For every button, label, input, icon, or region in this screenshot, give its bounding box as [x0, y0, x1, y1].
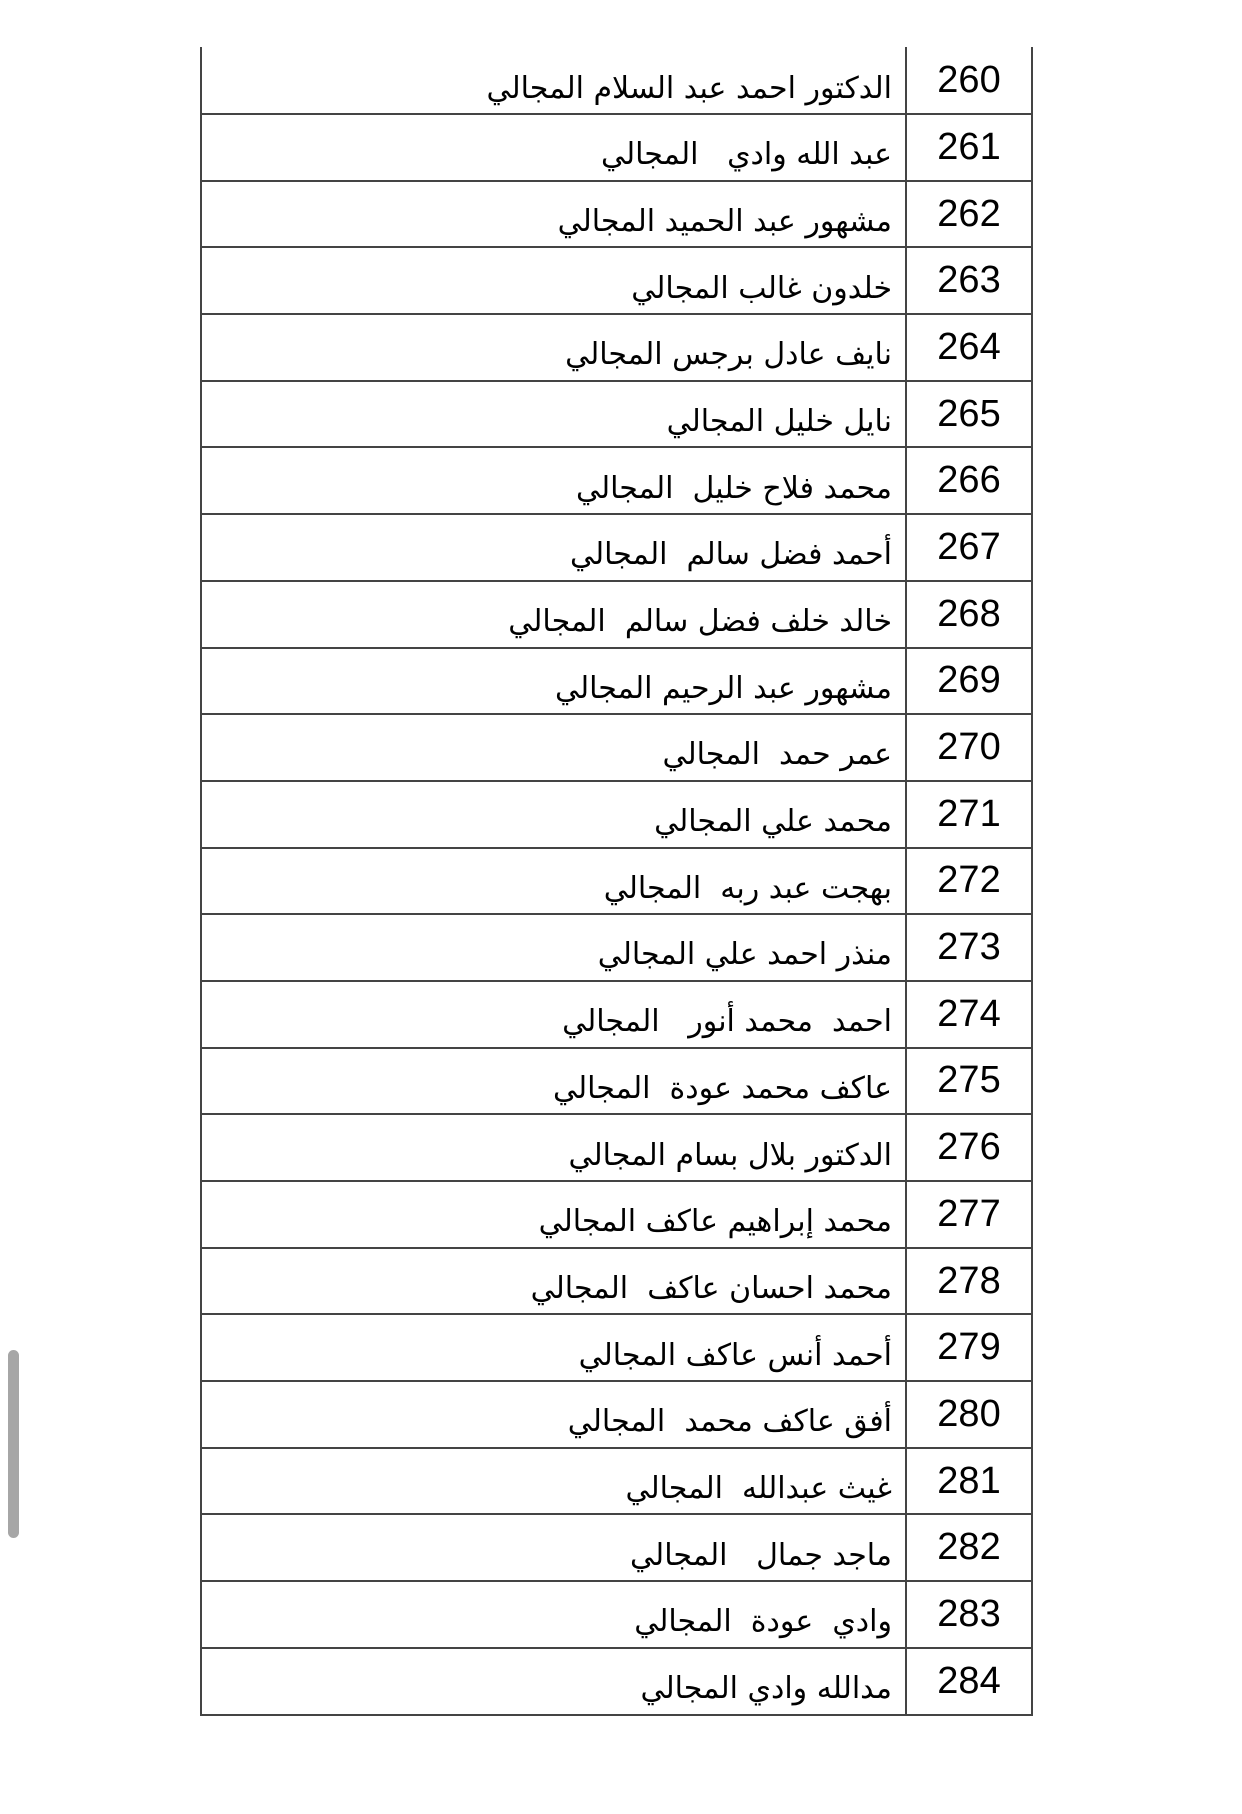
- table-row: خالد خلف فضل سالم المجالي 268: [202, 579, 1031, 647]
- number-cell: 284: [905, 1648, 1031, 1714]
- table-row: الدكتور بلال بسام المجالي 276: [202, 1113, 1031, 1180]
- name-cell: أفق عاكف محمد المجالي: [567, 1404, 892, 1440]
- name-cell: نايف عادل برجس المجالي: [565, 337, 892, 373]
- number-cell: 263: [905, 248, 1031, 314]
- name-cell: غيث عبدالله المجالي: [625, 1470, 892, 1506]
- number-cell: 279: [905, 1315, 1031, 1381]
- number-cell: 278: [905, 1248, 1031, 1314]
- table-row: محمد علي المجالي 271: [202, 779, 1031, 847]
- name-cell: ماجد جمال المجالي: [630, 1537, 892, 1573]
- names-table: الدكتور احمد عبد السلام المجالي 260 عبد …: [200, 47, 1033, 1716]
- table-row: عمر حمد المجالي 270: [202, 713, 1031, 780]
- number-cell: 273: [905, 915, 1031, 980]
- table-row: خلدون غالب المجالي 263: [202, 246, 1031, 314]
- name-cell: أحمد أنس عاكف المجالي: [578, 1337, 892, 1373]
- table-row: الدكتور احمد عبد السلام المجالي 260: [202, 47, 1031, 113]
- name-cell: الدكتور احمد عبد السلام المجالي: [486, 70, 892, 106]
- name-cell: نايل خليل المجالي: [666, 403, 892, 439]
- name-cell: عمر حمد المجالي: [662, 737, 892, 773]
- table-row: محمد فلاح خليل المجالي 266: [202, 446, 1031, 514]
- table-row: ماجد جمال المجالي 282: [202, 1513, 1031, 1581]
- number-cell: 281: [905, 1448, 1031, 1514]
- name-cell: محمد علي المجالي: [654, 804, 892, 840]
- table-row: مشهور عبد الحميد المجالي 262: [202, 179, 1031, 247]
- name-cell: عاكف محمد عودة المجالي: [553, 1070, 892, 1106]
- table-row: منذر احمد علي المجالي 273: [202, 913, 1031, 980]
- table-row: عبد الله وادي المجالي 261: [202, 113, 1031, 180]
- number-cell: 260: [905, 47, 1031, 113]
- name-cell: بهجت عبد ربه المجالي: [603, 870, 892, 906]
- number-cell: 269: [905, 648, 1031, 714]
- table-row: نايف عادل برجس المجالي 264: [202, 313, 1031, 380]
- table-row: أحمد فضل سالم المجالي 267: [202, 513, 1031, 580]
- name-cell: الدكتور بلال بسام المجالي: [568, 1137, 893, 1173]
- scrollbar-thumb[interactable]: [8, 1350, 19, 1538]
- number-cell: 282: [905, 1515, 1031, 1581]
- number-cell: 264: [905, 315, 1031, 380]
- table-row: مدالله وادي المجالي 284: [202, 1646, 1031, 1714]
- table-row: أفق عاكف محمد المجالي 280: [202, 1380, 1031, 1447]
- number-cell: 268: [905, 581, 1031, 647]
- number-cell: 277: [905, 1182, 1031, 1247]
- name-cell: خالد خلف فضل سالم المجالي: [508, 604, 892, 639]
- number-cell: 261: [905, 115, 1031, 180]
- name-cell: احمد محمد أنور المجالي: [562, 1004, 892, 1040]
- number-cell: 271: [905, 781, 1031, 847]
- number-cell: 283: [905, 1582, 1031, 1647]
- number-cell: 276: [905, 1115, 1031, 1180]
- number-cell: 270: [905, 715, 1031, 780]
- name-cell: محمد إبراهيم عاكف المجالي: [538, 1204, 892, 1240]
- name-cell: وادي عودة المجالي: [634, 1604, 892, 1640]
- name-cell: أحمد فضل سالم المجالي: [569, 537, 892, 573]
- name-cell: مشهور عبد الرحيم المجالي: [554, 670, 892, 706]
- number-cell: 262: [905, 181, 1031, 247]
- number-cell: 266: [905, 448, 1031, 514]
- table-row: بهجت عبد ربه المجالي 272: [202, 846, 1031, 914]
- number-cell: 267: [905, 515, 1031, 580]
- table-row: محمد احسان عاكف المجالي 278: [202, 1246, 1031, 1314]
- name-cell: منذر احمد علي المجالي: [597, 937, 892, 973]
- name-cell: محمد احسان عاكف المجالي: [530, 1270, 892, 1306]
- number-cell: 265: [905, 381, 1031, 447]
- name-cell: محمد فلاح خليل المجالي: [576, 470, 892, 506]
- table-row: نايل خليل المجالي 265: [202, 379, 1031, 447]
- table-row: غيث عبدالله المجالي 281: [202, 1446, 1031, 1514]
- table-row: عاكف محمد عودة المجالي 275: [202, 1046, 1031, 1114]
- table-row: أحمد أنس عاكف المجالي 279: [202, 1313, 1031, 1381]
- table-row: احمد محمد أنور المجالي 274: [202, 979, 1031, 1047]
- table-row: مشهور عبد الرحيم المجالي 269: [202, 646, 1031, 714]
- number-cell: 274: [905, 981, 1031, 1047]
- name-cell: مشهور عبد الحميد المجالي: [557, 203, 892, 239]
- number-cell: 272: [905, 848, 1031, 914]
- number-cell: 280: [905, 1382, 1031, 1447]
- table-row: محمد إبراهيم عاكف المجالي 277: [202, 1180, 1031, 1247]
- name-cell: خلدون غالب المجالي: [631, 270, 892, 306]
- name-cell: عبد الله وادي المجالي: [600, 137, 892, 173]
- number-cell: 275: [905, 1048, 1031, 1114]
- table-row: وادي عودة المجالي 283: [202, 1580, 1031, 1647]
- name-cell: مدالله وادي المجالي: [640, 1671, 892, 1706]
